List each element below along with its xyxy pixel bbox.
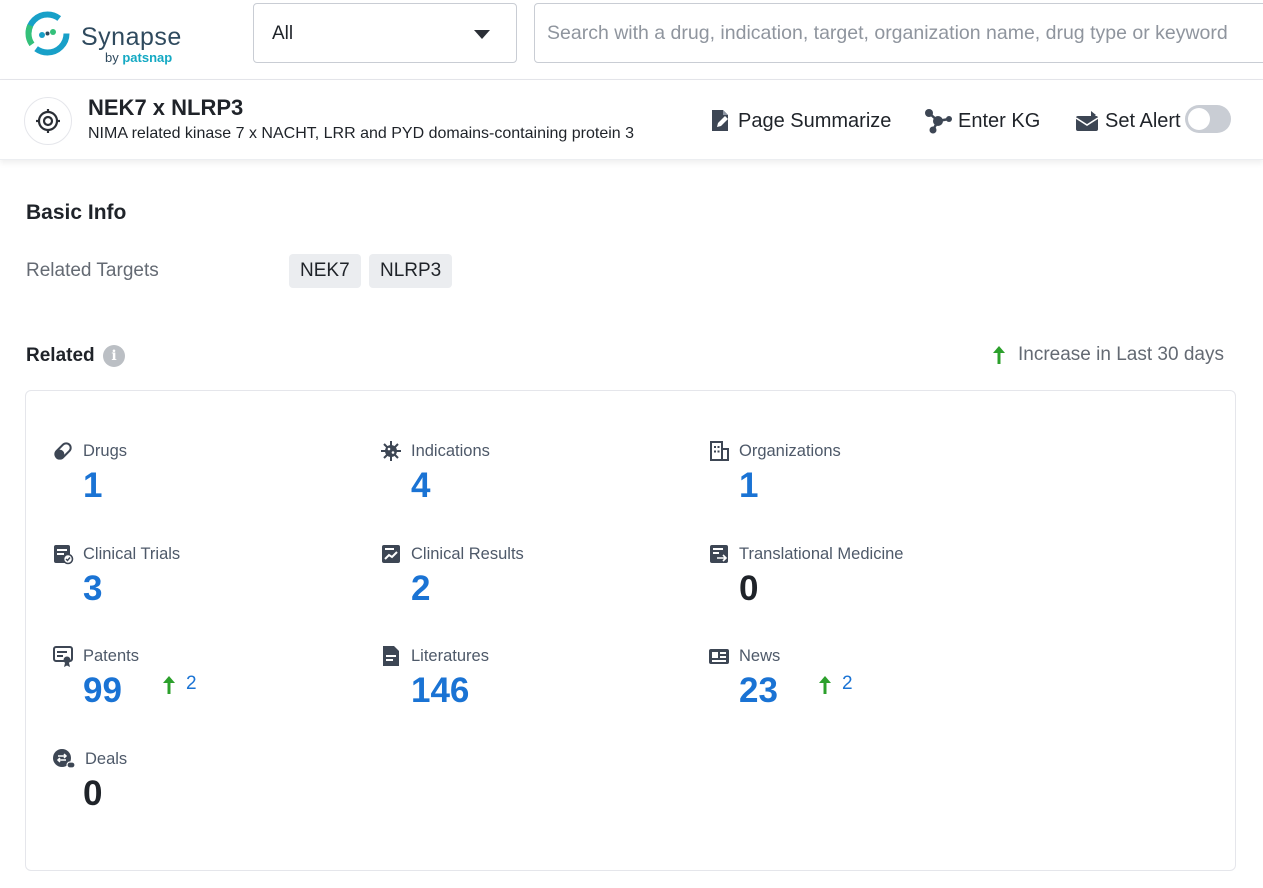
stat-increase: 2 [162, 673, 197, 695]
increase-legend-label: Increase in Last 30 days [1018, 344, 1224, 366]
stat-increase: 2 [818, 673, 853, 695]
stat-organizations-header[interactable]: Organizations [708, 440, 841, 462]
stat-news-header[interactable]: News [708, 645, 780, 667]
toggle-knob [1188, 108, 1210, 130]
top-bar: Synapse by patsnap All [0, 0, 1263, 80]
stat-value: 0 [83, 774, 102, 814]
building-icon [708, 440, 730, 462]
brand-by-text: by [105, 50, 122, 65]
news-icon [708, 645, 730, 667]
brand-name: Synapse [81, 23, 182, 52]
stat-label: Clinical Trials [83, 545, 180, 564]
stat-label: Translational Medicine [739, 545, 903, 564]
search-scope-select[interactable]: All [253, 3, 517, 63]
stat-increase-value: 2 [842, 673, 853, 695]
stat-label: Organizations [739, 442, 841, 461]
stat-value[interactable]: 2 [411, 569, 430, 609]
stat-label: News [739, 647, 780, 666]
document-edit-icon [710, 109, 732, 133]
stat-drugs-header[interactable]: Drugs [52, 440, 127, 462]
stat-value[interactable]: 3 [83, 569, 102, 609]
stat-value[interactable]: 146 [411, 671, 469, 711]
clinical-result-icon [380, 543, 402, 565]
stat-label: Clinical Results [411, 545, 524, 564]
arrow-up-icon [818, 675, 832, 695]
stat-value[interactable]: 23 [739, 671, 778, 711]
synapse-logo-icon [25, 11, 70, 56]
entity-title: NEK7 x NLRP3 [88, 95, 243, 121]
alert-toggle[interactable] [1185, 105, 1231, 133]
stat-label: Drugs [83, 442, 127, 461]
stat-value[interactable]: 1 [739, 466, 758, 506]
arrow-up-icon [992, 345, 1006, 365]
translational-medicine-icon [708, 543, 730, 565]
info-icon[interactable]: i [103, 345, 125, 367]
search-input[interactable] [547, 4, 1262, 62]
related-stats-card: Drugs 1 Indications 4 Organizations 1 [25, 390, 1236, 871]
increase-legend: Increase in Last 30 days [992, 344, 1224, 366]
stat-value[interactable]: 99 [83, 671, 122, 711]
stat-increase-value: 2 [186, 673, 197, 695]
chevron-down-icon [474, 30, 490, 39]
target-tag-nlrp3[interactable]: NLRP3 [369, 254, 452, 288]
target-icon [24, 97, 72, 145]
stat-indications-header[interactable]: Indications [380, 440, 490, 462]
pill-icon [52, 440, 74, 462]
virus-icon [380, 440, 402, 462]
enter-kg-label: Enter KG [958, 110, 1040, 133]
search-box[interactable] [534, 3, 1263, 63]
synapse-logo[interactable]: Synapse by patsnap [25, 11, 185, 59]
stat-value[interactable]: 4 [411, 466, 430, 506]
patent-icon [52, 645, 74, 667]
target-tag-nek7[interactable]: NEK7 [289, 254, 361, 288]
stat-label: Deals [85, 750, 127, 769]
page-summarize-button[interactable]: Page Summarize [710, 106, 891, 136]
literature-icon [380, 645, 402, 667]
clinical-trial-icon [52, 543, 74, 565]
entity-subtitle: NIMA related kinase 7 x NACHT, LRR and P… [88, 125, 634, 143]
entity-header: NEK7 x NLRP3 NIMA related kinase 7 x NAC… [0, 80, 1263, 160]
stat-translational-medicine-header[interactable]: Translational Medicine [708, 543, 903, 565]
stat-label: Literatures [411, 647, 489, 666]
knowledge-graph-icon [924, 108, 952, 134]
set-alert-button[interactable]: Set Alert [1075, 106, 1181, 136]
deal-icon [52, 748, 76, 770]
stat-value[interactable]: 1 [83, 466, 102, 506]
stat-label: Indications [411, 442, 490, 461]
mail-alert-icon [1075, 110, 1099, 132]
arrow-up-icon [162, 675, 176, 695]
stat-clinical-results-header[interactable]: Clinical Results [380, 543, 524, 565]
brand-patsnap: patsnap [122, 50, 172, 65]
stat-label: Patents [83, 647, 139, 666]
search-scope-value: All [272, 23, 293, 45]
related-title: Related [26, 345, 95, 367]
stat-deals-header[interactable]: Deals [52, 748, 127, 770]
basic-info-title: Basic Info [26, 201, 126, 225]
page-summarize-label: Page Summarize [738, 110, 891, 133]
brand-byline: by patsnap [105, 50, 172, 65]
stat-literatures-header[interactable]: Literatures [380, 645, 489, 667]
enter-kg-button[interactable]: Enter KG [924, 106, 1040, 136]
stat-value: 0 [739, 569, 758, 609]
stat-patents-header[interactable]: Patents [52, 645, 139, 667]
stat-clinical-trials-header[interactable]: Clinical Trials [52, 543, 180, 565]
set-alert-label: Set Alert [1105, 110, 1181, 133]
related-targets-label: Related Targets [26, 260, 159, 282]
